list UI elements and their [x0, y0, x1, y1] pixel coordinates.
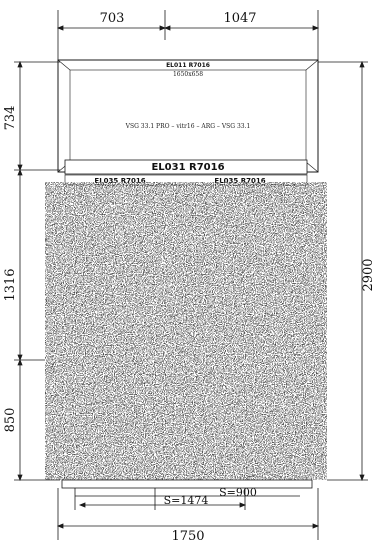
- dim-left-upper: 734: [3, 106, 18, 131]
- upper-window-corner-br: [305, 161, 319, 173]
- bottom-dim-arrows: [56, 523, 320, 529]
- dim-bottom-s1: S=1474: [164, 494, 209, 507]
- obscured-door-area: [45, 182, 327, 480]
- top-dimension: [56, 10, 320, 70]
- upper-window-spec: VSG 33.1 PRO – vitr16 – ARG – VSG 33.1: [125, 123, 251, 130]
- left-dim-arrows: [17, 60, 23, 482]
- dim-top-right: 1047: [223, 11, 256, 26]
- door-right-label: EL035 R7016: [214, 177, 265, 185]
- right-dimension: [318, 60, 368, 482]
- transom-strip: [64, 159, 308, 175]
- slide-dim-arrows: [78, 502, 247, 508]
- dim-bottom-total: 1750: [171, 529, 204, 544]
- bottom-details: [61, 479, 313, 510]
- right-dim-arrows: [359, 60, 365, 482]
- upper-window-corner-tr: [305, 59, 319, 71]
- left-dimension: [14, 60, 60, 482]
- door-left-label: EL035 R7016: [94, 177, 145, 185]
- dim-top-left: 703: [100, 11, 125, 26]
- transom-label: EL031 R7016: [151, 162, 224, 173]
- top-dim-arrow: [56, 25, 320, 31]
- dim-right-total: 2900: [361, 258, 374, 291]
- upper-window-size: 1650x658: [173, 71, 203, 78]
- dim-left-lower: 850: [3, 408, 18, 433]
- dim-bottom-s2: S=900: [219, 486, 257, 499]
- dim-left-middle: 1316: [3, 268, 18, 301]
- upper-window-glass: [69, 69, 307, 163]
- upper-window-title: EL011 R7016: [166, 62, 210, 69]
- bottom-dimension: [56, 488, 320, 540]
- threshold: [61, 479, 313, 489]
- upper-window-corner-tl: [57, 59, 71, 71]
